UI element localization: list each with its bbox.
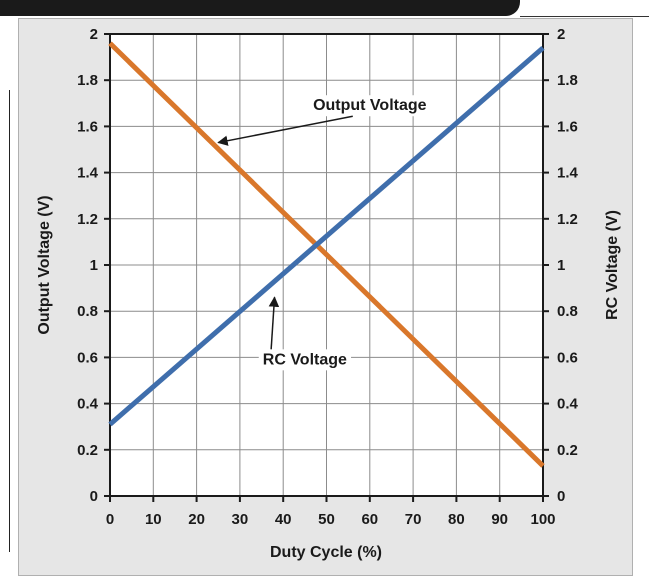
header-rule — [520, 0, 649, 17]
right-y-tick-label: 1.2 — [557, 211, 578, 228]
right-y-tick-label: 1.6 — [557, 118, 578, 135]
right-y-tick-label: 1 — [557, 257, 565, 274]
rc-voltage-annotation: RC Voltage — [263, 351, 347, 368]
output-voltage-line — [108, 41, 545, 468]
series — [108, 41, 545, 468]
rc-voltage-annotation-bg — [258, 349, 352, 371]
right-y-tick-label: 0.8 — [557, 303, 578, 320]
output-voltage-annotation-bg — [309, 95, 431, 117]
left-y-tick-label: 1.4 — [77, 165, 99, 182]
rc-voltage-line — [108, 45, 545, 427]
left-y-tick-label: 1.2 — [77, 211, 98, 228]
right-y-tick-label: 1.4 — [557, 165, 579, 182]
output-voltage-annotation: Output Voltage — [313, 97, 427, 114]
left-y-tick-label: 0.8 — [77, 303, 98, 320]
x-tick-label: 60 — [361, 511, 378, 528]
x-tick-label: 30 — [232, 511, 249, 528]
page-margin-rule — [9, 90, 10, 552]
x-tick-label: 70 — [405, 511, 422, 528]
x-tick-label: 90 — [491, 511, 508, 528]
left-y-tick-label: 1.6 — [77, 118, 98, 135]
x-tick-label: 10 — [145, 511, 162, 528]
left-y-tick-label: 2 — [90, 26, 98, 43]
x-tick-label: 20 — [188, 511, 205, 528]
left-y-tick-label: 0.4 — [77, 396, 99, 413]
right-y-tick-label: 1.8 — [557, 72, 578, 89]
left-y-tick-label: 0 — [90, 488, 98, 505]
output-voltage-annotation-arrow — [217, 115, 353, 146]
left-y-tick-label: 1 — [90, 257, 98, 274]
right-y-tick-label: 2 — [557, 26, 565, 43]
right-y-axis-title: RC Voltage (V) — [604, 210, 621, 320]
header-bar — [0, 0, 520, 16]
x-tick-label: 0 — [106, 511, 114, 528]
x-tick-label: 50 — [318, 511, 335, 528]
x-axis-title: Duty Cycle (%) — [270, 544, 382, 561]
x-tick-label: 40 — [275, 511, 292, 528]
right-y-tick-label: 0 — [557, 488, 565, 505]
right-y-tick-label: 0.2 — [557, 442, 578, 459]
rc-voltage-annotation-arrow — [268, 296, 280, 350]
left-y-tick-label: 0.2 — [77, 442, 98, 459]
left-y-tick-label: 0.6 — [77, 349, 98, 366]
right-y-tick-label: 0.6 — [557, 349, 578, 366]
left-y-axis-title: Output Voltage (V) — [36, 195, 53, 334]
left-y-tick-label: 1.8 — [77, 72, 98, 89]
annotations: Output Voltage RC Voltage — [217, 95, 431, 371]
right-y-tick-label: 0.4 — [557, 396, 579, 413]
x-tick-label: 100 — [530, 511, 555, 528]
x-tick-label: 80 — [448, 511, 465, 528]
